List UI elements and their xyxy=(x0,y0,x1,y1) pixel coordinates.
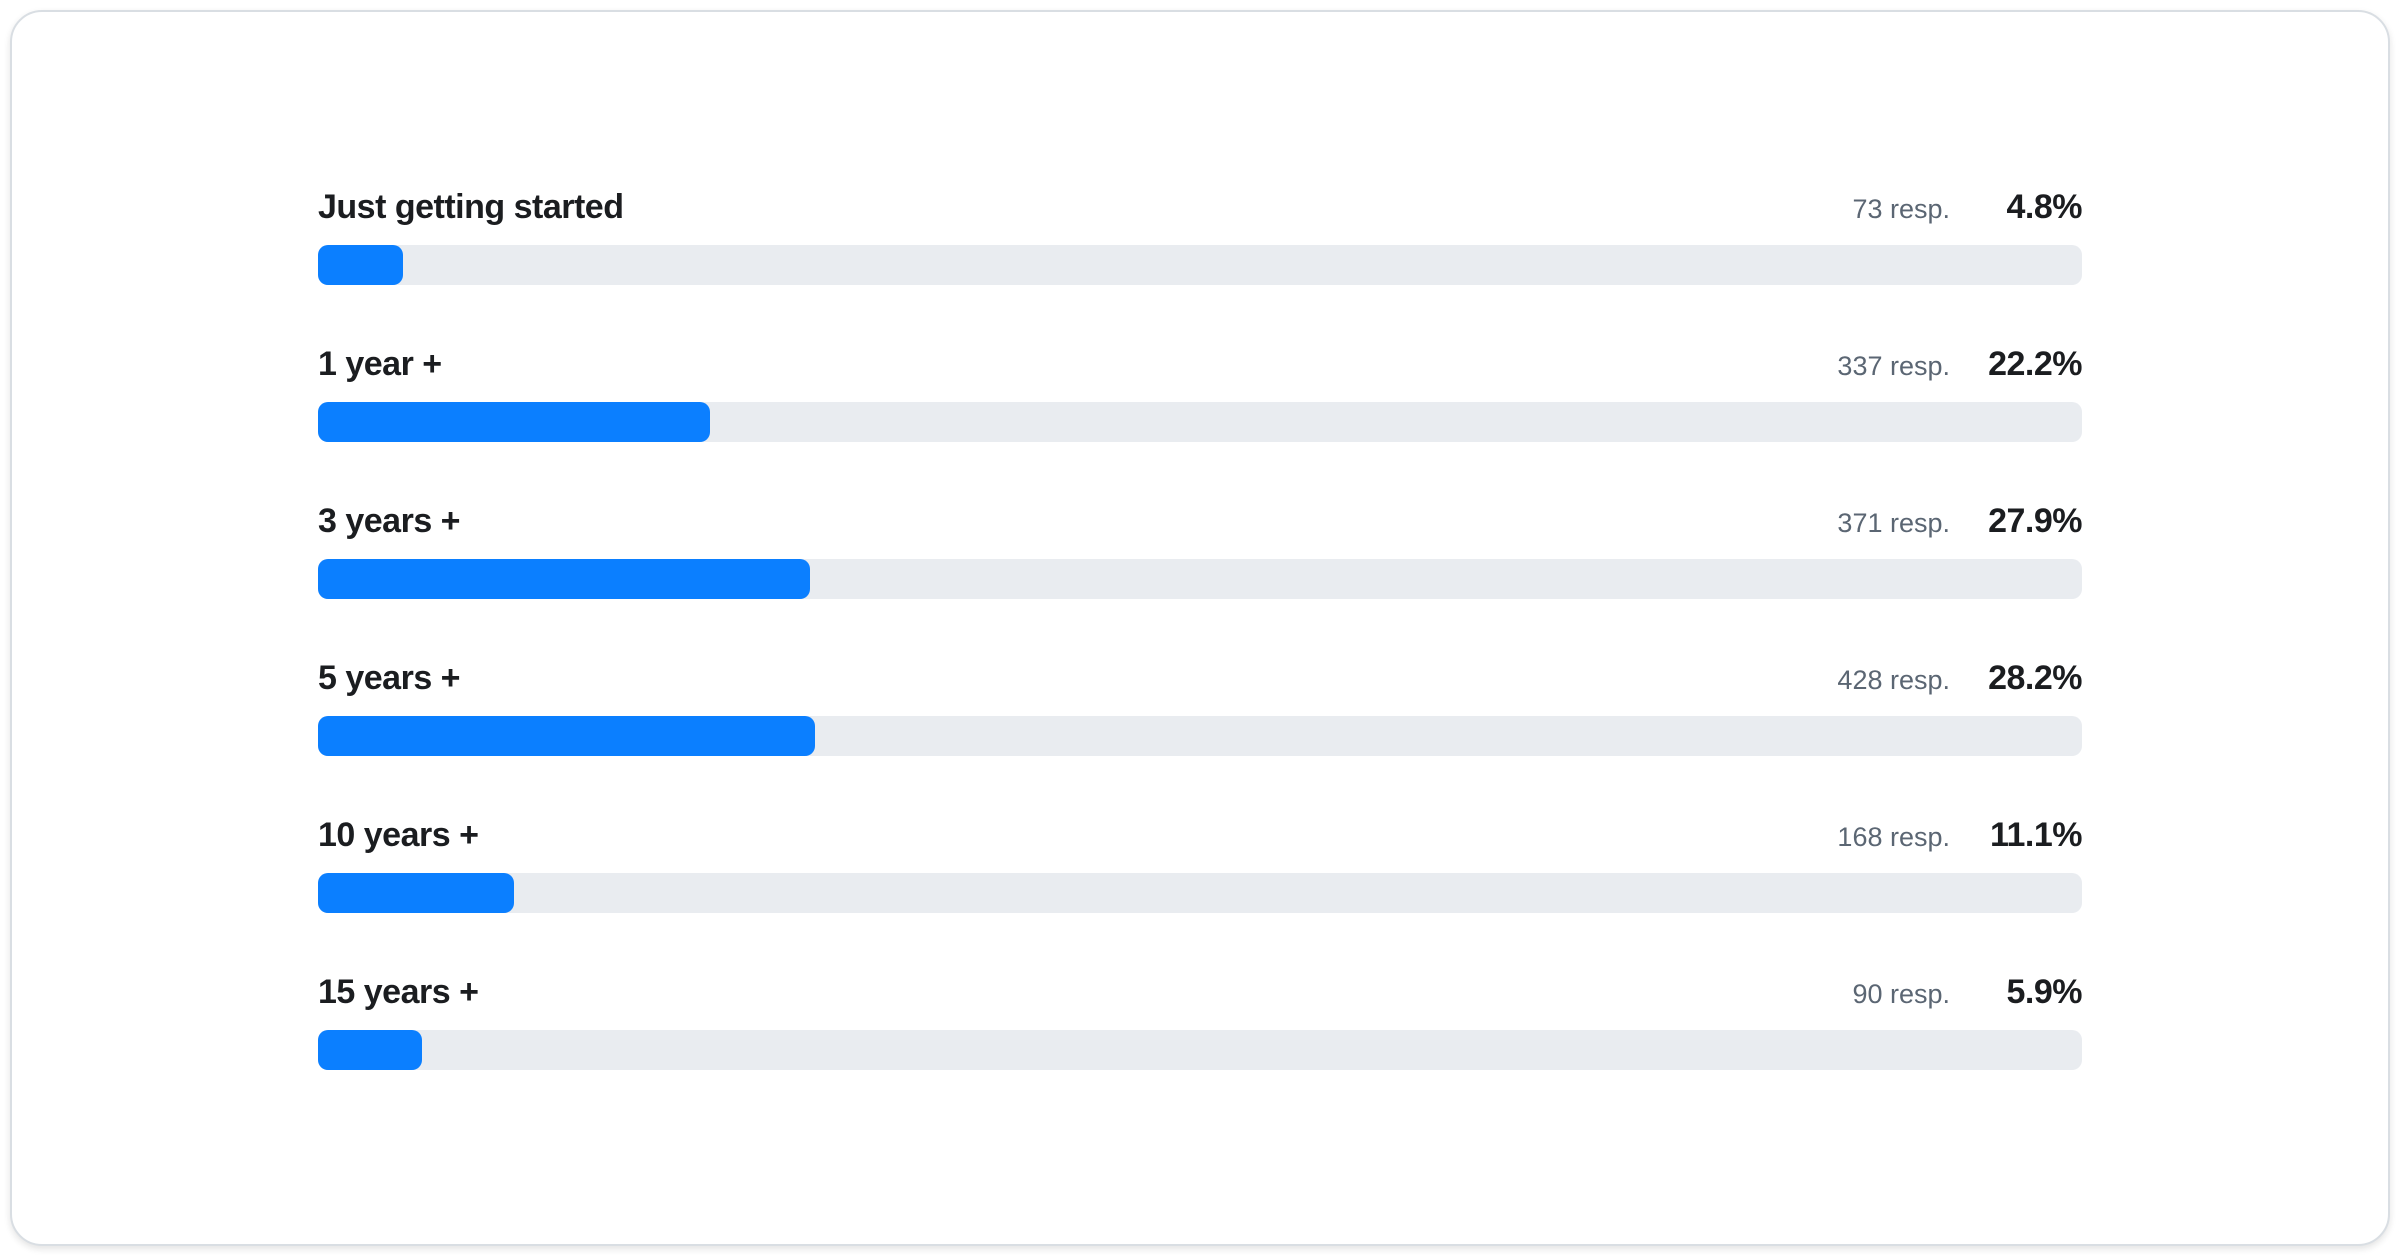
answer-label: 5 years + xyxy=(318,659,461,697)
survey-row: 10 years + 168 resp. 11.1% xyxy=(318,812,2083,913)
response-count: 168 resp. xyxy=(1837,822,1950,852)
percent-value: 11.1% xyxy=(1989,816,2083,854)
bar-fill xyxy=(318,402,710,442)
survey-row: 1 year + 337 resp. 22.2% xyxy=(318,341,2083,442)
bar-track xyxy=(318,1030,2082,1070)
answer-label: 1 year + xyxy=(318,345,442,383)
survey-row: 3 years + 371 resp. 27.9% xyxy=(318,498,2083,599)
row-header: 5 years + 428 resp. 28.2% xyxy=(318,655,2083,701)
percent-value: 27.9% xyxy=(1988,502,2082,540)
survey-row: 15 years + 90 resp. 5.9% xyxy=(318,969,2083,1070)
bar-track xyxy=(318,402,2082,442)
row-header: Just getting started 73 resp. 4.8% xyxy=(318,184,2083,230)
answer-label: 3 years + xyxy=(318,502,461,540)
survey-row: Just getting started 73 resp. 4.8% xyxy=(318,184,2083,285)
bar-fill xyxy=(318,716,816,756)
answer-label: 10 years + xyxy=(318,816,479,854)
bar-track xyxy=(318,559,2082,599)
row-header: 15 years + 90 resp. 5.9% xyxy=(318,969,2083,1015)
row-header: 10 years + 168 resp. 11.1% xyxy=(318,812,2083,858)
response-count: 73 resp. xyxy=(1852,194,1950,224)
survey-results-card: Just getting started 73 resp. 4.8% 1 yea… xyxy=(10,10,2390,1246)
response-count: 371 resp. xyxy=(1837,508,1950,538)
answer-label: Just getting started xyxy=(318,188,624,226)
percent-value: 4.8% xyxy=(2006,188,2083,226)
survey-row: 5 years + 428 resp. 28.2% xyxy=(318,655,2083,756)
response-count: 428 resp. xyxy=(1837,665,1950,695)
bar-track xyxy=(318,873,2082,913)
percent-value: 22.2% xyxy=(1988,345,2082,383)
bar-fill xyxy=(318,873,514,913)
answer-label: 15 years + xyxy=(318,973,479,1011)
bar-fill xyxy=(318,559,811,599)
response-count: 90 resp. xyxy=(1852,979,1950,1009)
percent-value: 5.9% xyxy=(2006,973,2083,1011)
bar-track xyxy=(318,716,2082,756)
percent-value: 28.2% xyxy=(1988,659,2082,697)
row-header: 1 year + 337 resp. 22.2% xyxy=(318,341,2083,387)
response-count: 337 resp. xyxy=(1837,351,1950,381)
bar-track xyxy=(318,245,2082,285)
bar-fill xyxy=(318,1030,423,1070)
row-header: 3 years + 371 resp. 27.9% xyxy=(318,498,2083,544)
bar-fill xyxy=(318,245,403,285)
